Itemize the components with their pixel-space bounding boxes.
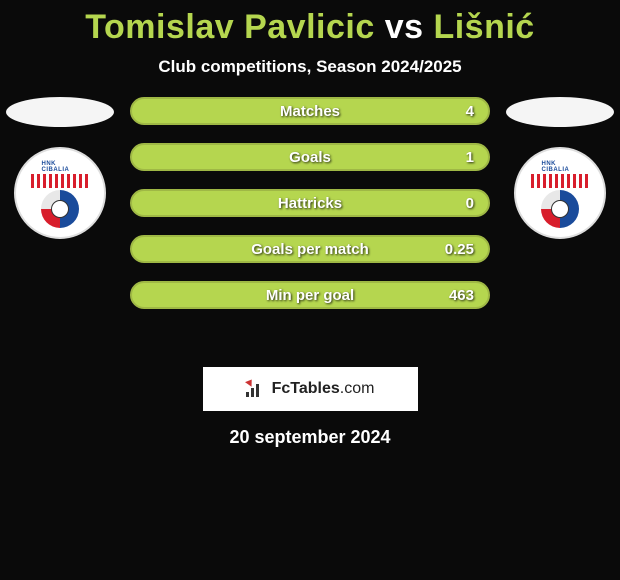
vs-separator: vs xyxy=(385,8,424,46)
stat-label: Hattricks xyxy=(278,195,342,212)
stat-value: 0 xyxy=(466,195,474,212)
stat-label: Matches xyxy=(280,103,340,120)
player2-avatar: HNK CIBALIA xyxy=(500,97,620,239)
stat-label: Min per goal xyxy=(266,287,354,304)
content-row: HNK CIBALIA Matches 4 Goals 1 Hattricks … xyxy=(0,97,620,347)
page-title: Tomislav Pavlicic vs Lišnić xyxy=(0,0,620,47)
stat-bar-hattricks: Hattricks 0 xyxy=(130,189,490,217)
logo-brand: FcTables xyxy=(272,380,340,397)
stat-bar-goals-per-match: Goals per match 0.25 xyxy=(130,235,490,263)
stat-bar-min-per-goal: Min per goal 463 xyxy=(130,281,490,309)
stat-value: 1 xyxy=(466,149,474,166)
player1-avatar: HNK CIBALIA xyxy=(0,97,120,239)
player2-club-badge: HNK CIBALIA xyxy=(514,147,606,239)
player1-name: Tomislav Pavlicic xyxy=(85,8,374,46)
stat-value: 463 xyxy=(449,287,474,304)
date-label: 20 september 2024 xyxy=(0,427,620,448)
subtitle: Club competitions, Season 2024/2025 xyxy=(0,57,620,77)
badge-stripes xyxy=(31,174,89,188)
badge-ball-icon xyxy=(551,200,569,218)
logo-chart-icon xyxy=(246,381,266,397)
stat-value: 0.25 xyxy=(445,241,474,258)
stat-value: 4 xyxy=(466,103,474,120)
player1-head-silhouette xyxy=(6,97,114,127)
player1-club-badge: HNK CIBALIA xyxy=(14,147,106,239)
badge-ball-icon xyxy=(51,200,69,218)
logo-suffix: .com xyxy=(340,380,375,397)
comparison-card: Tomislav Pavlicic vs Lišnić Club competi… xyxy=(0,0,620,580)
badge-text: HNK CIBALIA xyxy=(42,161,79,173)
stat-label: Goals per match xyxy=(251,241,369,258)
stat-bar-goals: Goals 1 xyxy=(130,143,490,171)
logo-text: FcTables.com xyxy=(272,380,375,398)
stat-label: Goals xyxy=(289,149,331,166)
badge-inner: HNK CIBALIA xyxy=(523,156,597,230)
badge-text: HNK CIBALIA xyxy=(542,161,579,173)
player2-head-silhouette xyxy=(506,97,614,127)
stat-bars: Matches 4 Goals 1 Hattricks 0 Goals per … xyxy=(130,97,490,309)
badge-inner: HNK CIBALIA xyxy=(23,156,97,230)
stat-bar-matches: Matches 4 xyxy=(130,97,490,125)
badge-stripes xyxy=(531,174,589,188)
fctables-logo: FcTables.com xyxy=(203,367,418,411)
player2-name: Lišnić xyxy=(433,8,534,46)
